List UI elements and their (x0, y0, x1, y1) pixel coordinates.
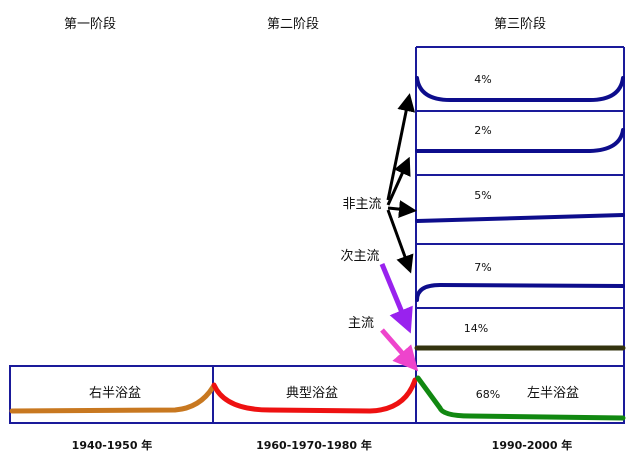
frame (9, 46, 625, 424)
curve-2pct (415, 128, 625, 153)
label-right-half: 右半浴盆 (89, 386, 141, 401)
period-1: 1940-1950 年 (72, 438, 153, 452)
curve-right-half (9, 384, 216, 414)
curve-left-half (415, 375, 626, 421)
label-typical: 典型浴盆 (286, 386, 338, 401)
period-2: 1960-1970-1980 年 (256, 438, 372, 452)
pct-label: 2% (474, 124, 491, 137)
pct-label: 7% (474, 261, 491, 274)
period-3: 1990-2000 年 (492, 438, 573, 452)
pct-label: 68% (476, 388, 500, 401)
curve-5pct (415, 213, 625, 223)
label-mainstream: 主流 (348, 316, 374, 331)
mainstream-arrow (380, 328, 419, 372)
label-left-half: 左半浴盆 (527, 386, 579, 401)
label-non-mainstream: 非主流 (342, 197, 381, 212)
stage-1-title: 第一阶段 (64, 17, 116, 32)
stage-2-title: 第二阶段 (267, 17, 319, 32)
stage-3-title: 第三阶段 (494, 17, 546, 32)
sub-mainstream-arrow (379, 263, 413, 334)
curve-typical (211, 377, 418, 414)
pct-label: 14% (464, 322, 488, 335)
curve-4pct (415, 76, 625, 102)
curve-7pct (415, 282, 625, 302)
label-sub-mainstream: 次主流 (340, 248, 379, 264)
pct-label: 5% (474, 189, 491, 202)
pct-label: 4% (474, 73, 491, 86)
non-mainstream-arrows (386, 93, 417, 274)
